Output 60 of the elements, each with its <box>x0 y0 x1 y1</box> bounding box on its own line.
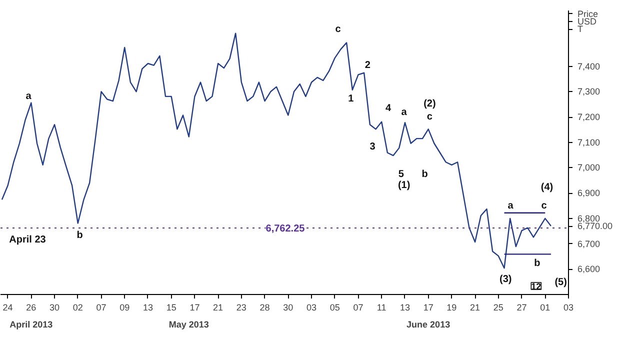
x-tick-label: 25 <box>493 302 504 312</box>
y-tick-label: 6,700 <box>578 238 600 249</box>
x-tick-label: 21 <box>470 302 480 312</box>
annotation: a <box>508 200 514 212</box>
y-tick-label: 7,400 <box>578 61 600 72</box>
annotation: b <box>422 168 428 180</box>
annotation: 5 <box>398 168 404 180</box>
x-tick-label: 11 <box>376 302 386 312</box>
annotation: (2) <box>424 98 436 110</box>
annotation: (1) <box>398 180 410 192</box>
x-tick-label: 01 <box>540 302 550 312</box>
x-tick-label: 07 <box>353 302 364 312</box>
x-tick-label: 13 <box>400 302 410 312</box>
x-tick-label: 23 <box>236 302 246 312</box>
y-tick-label: 6,800 <box>578 213 600 224</box>
text: May 2013 <box>168 320 209 330</box>
annotation: c <box>426 112 433 122</box>
x-tick-label: 19 <box>446 302 457 312</box>
annotation: April 23 <box>9 234 46 246</box>
y-tick-label: 7,100 <box>578 137 600 148</box>
annotation: c <box>335 24 342 36</box>
x-tick-label: 03 <box>563 302 574 312</box>
x-tick-label: 15 <box>166 302 176 312</box>
annotation: 3 <box>370 142 376 153</box>
annotation: (5) <box>554 276 567 288</box>
ref-line-label: 6,762.25 <box>266 224 306 234</box>
x-tick-label: 28 <box>260 302 270 312</box>
x-tick-label: 21 <box>213 302 224 312</box>
x-tick-label: 30 <box>50 302 60 312</box>
annotation: a <box>401 106 408 118</box>
annotation: (3) <box>500 274 512 285</box>
annotation: (4) <box>540 182 554 193</box>
annotation: b <box>534 258 540 270</box>
x-tick-label: 03 <box>306 302 317 312</box>
x-tick-label: 26 <box>26 302 36 312</box>
y-tick-label: 7,300 <box>578 86 600 97</box>
annotation: a <box>26 90 32 102</box>
annotation: c <box>541 200 548 212</box>
y-tick-label: 6,900 <box>578 188 600 198</box>
x-tick-label: 02 <box>72 302 83 312</box>
y-tick-label: 7,200 <box>578 112 600 122</box>
annotation: b <box>76 230 83 241</box>
annotation: 2 <box>364 60 371 71</box>
text: June 2013 <box>406 320 450 330</box>
x-tick-label: 30 <box>283 302 294 312</box>
y-tick-label: 7,000 <box>578 162 600 173</box>
text: April 2013 <box>10 320 53 330</box>
x-tick-label: 17 <box>423 302 434 312</box>
y-axis-title: Price USD T <box>578 8 598 34</box>
x-tick-label: 05 <box>330 302 340 312</box>
x-tick-label: 07 <box>96 302 106 312</box>
x-tick-label: 24 <box>2 302 13 312</box>
x-tick-label: 27 <box>516 302 527 312</box>
x-tick-label: 09 <box>120 302 130 312</box>
x-tick-label: 13 <box>142 302 153 312</box>
annotation: 4 <box>386 103 392 114</box>
y-tick-label: 6,770.00 <box>578 221 613 232</box>
y-tick-label: 6,600 <box>578 264 600 274</box>
annotation: 1 <box>348 94 354 105</box>
x-tick-label: 17 <box>190 302 200 312</box>
